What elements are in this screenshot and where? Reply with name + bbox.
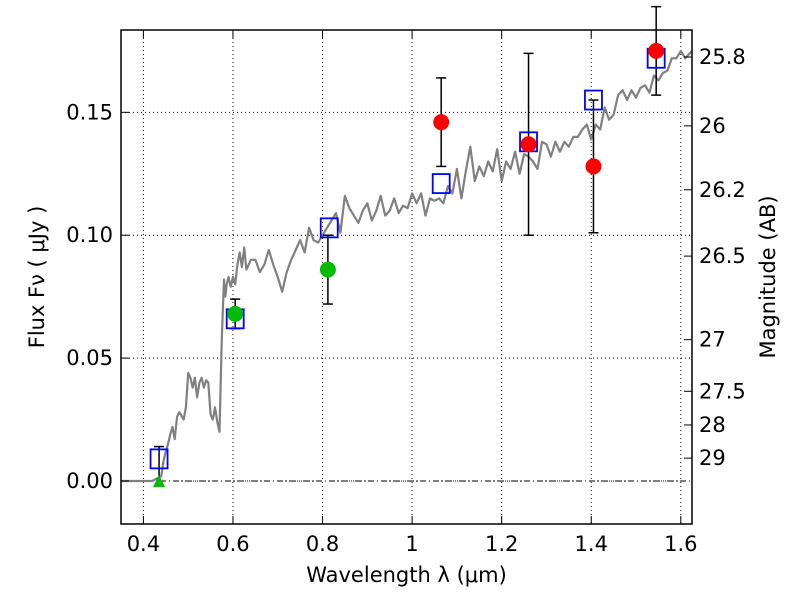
tick-labels: 0.4 0.6 0.8 1 1.2 1.4 1.6 0.00 0.05 0.10 0.15 25.8 2…: [66, 45, 746, 556]
y-right-tick-label: 25.8: [699, 45, 746, 69]
x-tick-label: 0.8: [306, 532, 339, 556]
data-point-circle: [227, 305, 244, 322]
error-bars: [154, 5, 662, 481]
data-point-circle: [520, 136, 537, 153]
y-right-tick-label: 29: [699, 446, 726, 470]
data-point-circle: [648, 42, 665, 59]
y-right-tick-label: 27.5: [699, 379, 746, 403]
x-tick-label: 0.4: [127, 532, 160, 556]
x-tick-label: 1: [405, 532, 418, 556]
y-right-tick-label: 26.5: [699, 244, 746, 268]
y-right-tick-label: 27: [699, 328, 726, 352]
data-point-square: [149, 448, 169, 470]
data-point-circle: [585, 158, 602, 175]
y-tick-label: 0.00: [66, 469, 113, 493]
data-markers: [149, 42, 666, 487]
ticks: [121, 30, 692, 524]
x-tick-label: 1.4: [575, 532, 608, 556]
x-tick-label: 0.6: [216, 532, 249, 556]
data-point-square: [584, 89, 603, 111]
grid: [121, 30, 692, 524]
x-axis-label: Wavelength λ (μm): [306, 563, 507, 587]
x-tick-label: 1.2: [485, 532, 518, 556]
y-tick-label: 0.10: [66, 223, 113, 247]
y-right-tick-label: 28: [699, 413, 726, 437]
plot-frame: [120, 29, 693, 525]
data-point-square: [431, 173, 451, 195]
data-point-triangle: [153, 474, 166, 487]
data-point-circle: [433, 114, 450, 131]
data-point-circle: [319, 261, 336, 278]
data-point-square: [319, 217, 339, 239]
spectrum-line: [121, 49, 693, 483]
x-tick-label: 1.6: [664, 532, 697, 556]
y-axis-label: Flux Fν ( μJy ): [25, 206, 49, 349]
y-tick-label: 0.15: [66, 100, 113, 124]
y-tick-label: 0.05: [66, 346, 113, 370]
y-right-tick-label: 26: [699, 114, 726, 138]
y-right-axis-label: Magnitude (AB): [756, 195, 780, 358]
y-right-tick-label: 26.2: [699, 178, 746, 202]
model-spectrum: [121, 49, 693, 483]
